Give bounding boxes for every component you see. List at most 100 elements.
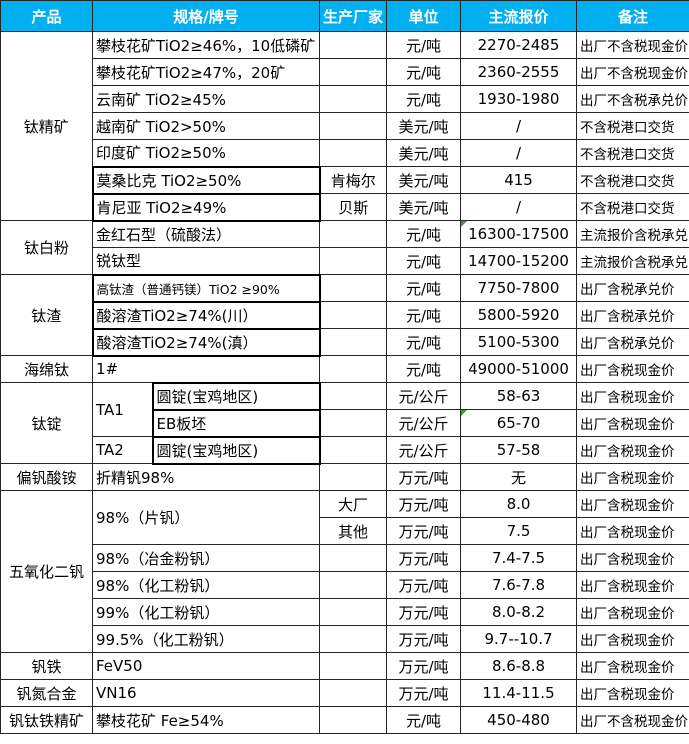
price-cell: 8.0-8.2 [460,598,578,626]
spec-cell: 99.5%（化工粉钒） [91,625,321,653]
spec-cell: 98%（片钒） [91,490,321,545]
unit-cell: 元/吨 [386,31,462,59]
unit-cell: 美元/吨 [386,139,462,167]
column-header-price: 主流报价 [460,0,578,32]
unit-cell: 元/吨 [386,220,462,248]
price-cell: 57-58 [460,436,578,464]
table-row: 98%（冶金粉钒） 万元/吨 7.4-7.5 出厂含税现金价 [1,544,689,572]
unit-cell: 元/公斤 [386,436,462,464]
price-cell: 16300-17500 [460,220,578,248]
price-cell: 14700-15200 [460,247,578,275]
spec-cell: 攀枝花矿TiO2≥46%，10低磷矿 [91,31,321,59]
product-cell: 钒钛铁精矿 [0,706,93,734]
spec-cell: 莫桑比克 TiO2≥50% [91,165,321,195]
manufacturer-cell [319,85,388,113]
table-row: 98%（化工粉钒） 万元/吨 7.6-7.8 出厂含税现金价 [1,571,689,599]
product-cell: 偏钒酸铵 [0,463,93,491]
column-header-maker: 生产厂家 [319,0,388,32]
note-cell: 出厂含税现金价 [576,571,689,599]
unit-cell: 美元/吨 [386,112,462,140]
note-cell: 出厂含税现金价 [576,463,689,491]
unit-cell: 元/吨 [386,58,462,86]
table-body: 钛精矿 攀枝花矿TiO2≥46%，10低磷矿 元/吨 2270-2485 出厂不含税现金… [0,31,689,734]
product-cell: 五氧化二钒 [0,490,93,653]
note-cell: 主流报价含税承兑 [576,247,689,275]
manufacturer-cell [319,544,388,572]
unit-cell: 元/吨 [386,247,462,275]
note-cell: 出厂不含税现金价 [576,706,689,734]
note-cell: 出厂含税现金价 [576,490,689,518]
manufacturer-cell: 其他 [319,517,388,545]
price-cell: 2360-2555 [460,58,578,86]
manufacturer-cell [319,409,388,437]
table-row: 酸溶渣TiO2≥74%(川） 元/吨 5800-5920 出厂含税承兑价 [1,300,689,330]
edited-corner-marker-icon [461,221,468,227]
spec-cell: 锐钛型 [91,247,321,275]
price-cell: 9.7--10.7 [460,625,578,653]
spec-cell: 酸溶渣TiO2≥74%(川） [91,300,321,330]
note-cell: 出厂含税现金价 [576,436,689,464]
note-cell: 不含税港口交货 [576,193,689,221]
product-cell: 钛精矿 [0,31,93,221]
note-cell: 出厂含税现金价 [576,355,689,383]
price-cell: 5800-5920 [460,301,578,329]
manufacturer-cell [319,355,388,383]
table-header: 产品 规格/牌号 生产厂家 单位 主流报价 备注 [0,0,689,32]
type-cell: EB板坯 [151,408,321,438]
table-row: TA2 圆锭(宝鸡地区) 元/公斤 57-58 出厂含税现金价 [1,435,689,465]
table-row: 海绵钛 1# 元/吨 49000-51000 出厂含税现金价 [0,355,689,383]
manufacturer-cell [319,58,388,86]
spec-cell: 云南矿 TiO2≥45% [91,85,321,113]
unit-cell: 万元/吨 [386,652,462,680]
note-cell: 出厂含税承兑价 [576,274,689,302]
manufacturer-cell [319,31,388,59]
unit-cell: 万元/吨 [386,679,462,707]
note-cell: 不含税港口交货 [576,139,689,167]
manufacturer-cell [319,679,388,707]
unit-cell: 美元/吨 [386,193,462,221]
table-row: 偏钒酸铵 折精钒98% 万元/吨无出厂含税现金价 [0,463,689,491]
price-cell: 450-480 [460,706,578,734]
price-cell: 5100-5300 [460,328,578,356]
type-cell: 圆锭(宝鸡地区) [151,435,321,465]
price-cell: 65-70 [460,409,578,437]
note-cell: 出厂含税现金价 [576,652,689,680]
table-row: 99.5%（化工粉钒） 万元/吨 9.7--10.7 出厂含税现金价 [1,625,689,653]
note-cell: 出厂含税承兑价 [576,328,689,356]
unit-cell: 万元/吨 [386,571,462,599]
table-row: 钛白粉 金红石型（硫酸法） 元/吨 16300-17500 主流报价含税承兑 [0,220,689,275]
price-cell: 7.5 [460,517,578,545]
table-row: 钒氮合金 VN16 万元/吨 11.4-11.5 出厂含税现金价 [0,679,689,707]
spec-cell: 99%（化工粉钒） [91,598,321,626]
table-row: 锐钛型 元/吨 14700-15200 主流报价含税承兑 [1,247,689,275]
column-header-product: 产品 [0,0,93,32]
price-cell: 2270-2485 [460,31,578,59]
product-cell: 钛渣 [0,274,93,356]
note-cell: 出厂含税现金价 [576,544,689,572]
note-cell: 出厂含税现金价 [576,625,689,653]
note-cell: 主流报价含税承兑 [576,220,689,248]
price-cell: 415 [460,166,578,194]
unit-cell: 美元/吨 [386,166,462,194]
unit-cell: 元/吨 [386,85,462,113]
manufacturer-cell: 贝斯 [319,193,388,221]
note-cell: 出厂含税承兑价 [576,301,689,329]
unit-cell: 元/公斤 [386,382,462,410]
price-cell: 8.0 [460,490,578,518]
spec-cell: 攀枝花矿 Fe≥54% [91,706,321,734]
unit-cell: 元/吨 [386,301,462,329]
price-cell: 11.4-11.5 [460,679,578,707]
product-cell: 钒氮合金 [0,679,93,707]
spec-cell: 98%（冶金粉钒） [91,544,321,572]
spec-cell: 越南矿 TiO2>50% [91,112,321,140]
manufacturer-cell [319,139,388,167]
unit-cell: 元/吨 [386,355,462,383]
spec-cell: 印度矿 TiO2≥50% [91,139,321,167]
manufacturer-cell [319,463,388,491]
product-cell: 海绵钛 [0,355,93,383]
unit-cell: 元/吨 [386,328,462,356]
spec-cell: 高钛渣（普通钙镁）TiO2 ≥90% [91,273,321,303]
table-row: 肯尼亚 TiO2≥49% 贝斯 美元/吨 / 不含税港口交货 [1,192,689,222]
note-cell: 出厂不含税现金价 [576,31,689,59]
